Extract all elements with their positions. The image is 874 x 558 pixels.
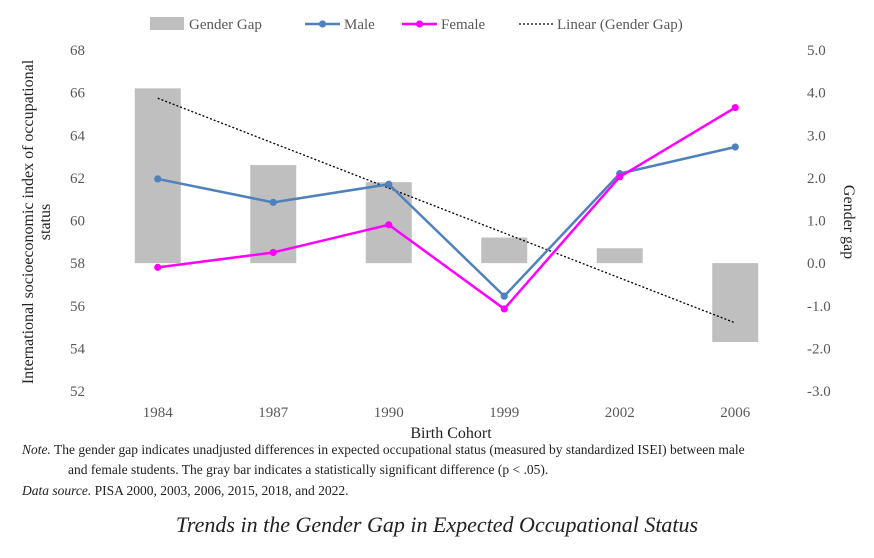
trendline-layer — [157, 97, 736, 324]
female-point-1984 — [154, 263, 162, 271]
right-tick-label--2.0: -2.0 — [807, 341, 831, 357]
left-axis-title: International socioeconomic index of occ… — [20, 59, 54, 384]
legend-marker-male — [318, 20, 327, 28]
gender-gap-bar-1987 — [250, 165, 297, 264]
right-tick-label-2.0: 2.0 — [807, 171, 826, 187]
right-tick-label-3.0: 3.0 — [807, 128, 826, 144]
left-tick-label-64: 64 — [70, 128, 86, 144]
left-axis-title-line-1: International socioeconomic index of occ… — [20, 59, 37, 384]
male-point-2006 — [731, 143, 739, 151]
gender-gap-bar-1999 — [481, 237, 528, 264]
note-line-2: and female students. The gray bar indica… — [68, 462, 549, 477]
note-text-1: The gender gap indicates unadjusted diff… — [50, 442, 745, 457]
legend-label-female: Female — [441, 17, 485, 33]
bars-layer — [134, 88, 759, 342]
male-line — [157, 145, 736, 298]
female-line — [157, 106, 736, 311]
axis-layer: 52 54 56 58 60 62 64 66 68 -3.0 -2.0 -1.0 0.0 1.0 2.0 3… — [20, 43, 857, 440]
male-point-1999 — [500, 292, 508, 300]
x-tick-label-1990: 1990 — [374, 405, 404, 421]
left-tick-label-54: 54 — [70, 341, 86, 357]
x-tick-label-2002: 2002 — [605, 405, 635, 421]
right-tick-label-1.0: 1.0 — [807, 214, 826, 230]
series-lines-layer — [154, 103, 739, 313]
legend-label-gender-gap: Gender Gap — [189, 17, 262, 33]
left-tick-label-62: 62 — [70, 171, 85, 187]
left-tick-label-66: 66 — [70, 86, 86, 102]
female-point-1999 — [500, 305, 508, 313]
source-label: Data source. — [22, 483, 92, 498]
note-label: Note. — [22, 442, 51, 457]
data-source-line: Data source. PISA 2000, 2003, 2006, 2015… — [22, 482, 349, 500]
right-tick-label-4.0: 4.0 — [807, 86, 826, 102]
female-point-1987 — [269, 248, 277, 257]
x-tick-label-2006: 2006 — [720, 405, 751, 421]
source-text: PISA 2000, 2003, 2006, 2015, 2018, and 2… — [91, 483, 349, 498]
gender-gap-chart: 52 54 56 58 60 62 64 66 68 -3.0 -2.0 -1.0 0.0 1.0 2.0 3… — [20, 17, 857, 440]
x-tick-label-1999: 1999 — [489, 405, 519, 421]
left-tick-label-60: 60 — [70, 214, 85, 230]
male-point-1990 — [385, 180, 393, 188]
left-tick-label-58: 58 — [70, 256, 85, 272]
right-axis-title: Gender gap — [840, 185, 857, 259]
female-point-1990 — [385, 221, 393, 229]
right-tick-label-0.0: 0.0 — [807, 256, 826, 272]
right-tick-label--1.0: -1.0 — [807, 299, 831, 315]
right-tick-label--3.0: -3.0 — [807, 384, 831, 400]
legend-label-trendline: Linear (Gender Gap) — [557, 17, 683, 33]
legend-label-male: Male — [344, 17, 375, 33]
left-tick-label-56: 56 — [70, 299, 86, 315]
x-tick-label-1984: 1984 — [143, 405, 174, 421]
x-axis-title: Birth Cohort — [410, 425, 492, 440]
male-point-1984 — [154, 175, 162, 183]
gender-gap-trendline — [157, 97, 736, 324]
legend: Gender Gap Male Female Linear (Gender Gap) — [150, 17, 683, 33]
left-axis-title-line-2: status — [37, 204, 54, 240]
female-point-2002 — [616, 173, 624, 181]
legend-marker-female — [415, 20, 424, 28]
male-point-1987 — [269, 198, 277, 206]
gender-gap-bar-2002 — [596, 248, 643, 264]
note-line-1: Note. The gender gap indicates unadjuste… — [22, 441, 867, 459]
gender-gap-bar-2006 — [712, 263, 759, 342]
left-tick-label-52: 52 — [70, 384, 85, 400]
left-tick-label-68: 68 — [70, 43, 85, 59]
right-tick-label-5.0: 5.0 — [807, 43, 826, 59]
x-tick-label-1987: 1987 — [258, 405, 289, 421]
female-point-2006 — [731, 103, 739, 112]
figure-caption: Trends in the Gender Gap in Expected Occ… — [175, 512, 699, 537]
legend-swatch-gender-gap — [150, 17, 184, 30]
